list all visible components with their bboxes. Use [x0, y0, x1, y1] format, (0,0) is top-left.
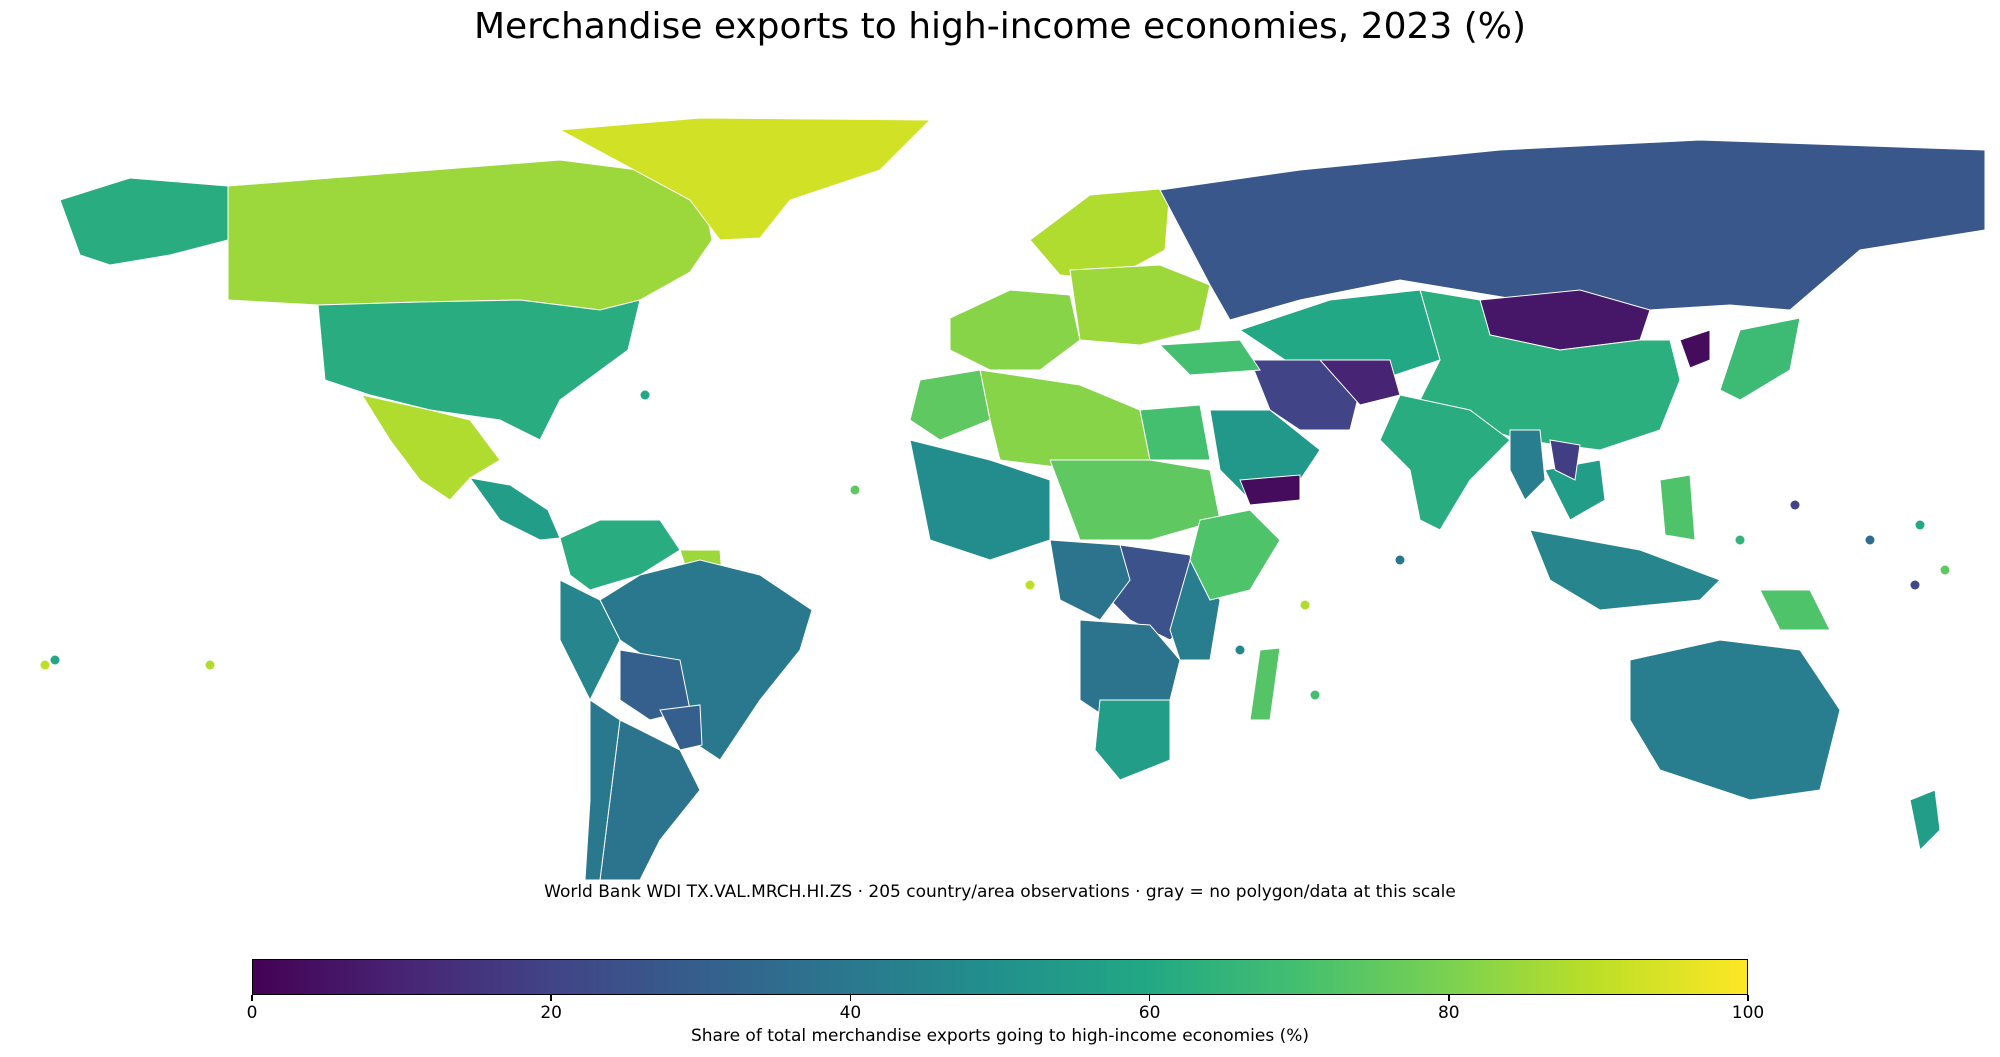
island-marker	[40, 660, 50, 670]
colorbar-tick	[1747, 995, 1749, 1001]
region-chile	[584, 699, 621, 881]
colorbar-tick-label: 40	[839, 1003, 862, 1023]
country-regions	[59, 117, 1986, 881]
region-laos	[1549, 439, 1581, 481]
region-north-korea	[1679, 329, 1711, 369]
region-ethiopia-somalia	[1189, 509, 1281, 601]
region-india	[1379, 394, 1511, 531]
region-madagascar	[1249, 647, 1281, 721]
colorbar-tick-label: 0	[246, 1003, 258, 1023]
region-united-states	[317, 299, 641, 441]
region-new-zealand	[1909, 789, 1941, 852]
map-title: Merchandise exports to high-income econo…	[473, 6, 1527, 47]
colorbar-label: Share of total merchandise exports going…	[690, 1026, 1310, 1046]
small-island-markers	[40, 390, 1950, 700]
island-marker	[1940, 565, 1950, 575]
island-marker	[205, 660, 215, 670]
region-yemen	[1239, 474, 1301, 506]
colorbar-tick-label: 20	[540, 1003, 562, 1023]
region-paraguay	[659, 704, 703, 751]
island-marker	[1865, 535, 1875, 545]
region-morocco	[909, 369, 991, 441]
region-north-africa-algeria-libya-	[979, 369, 1151, 471]
region-colombia-venezuela	[559, 519, 681, 591]
region-central-america	[468, 477, 561, 541]
region-peru	[559, 579, 621, 702]
region-russia	[1159, 139, 1986, 321]
region-japan	[1719, 317, 1801, 401]
colorbar-tick	[550, 995, 552, 1001]
map-caption: World Bank WDI TX.VAL.MRCH.HI.ZS · 205 c…	[544, 882, 1456, 902]
island-marker	[50, 655, 60, 665]
island-marker	[850, 485, 860, 495]
colorbar-tick	[251, 995, 253, 1001]
region-central-europe	[1069, 264, 1211, 346]
colorbar	[252, 959, 1748, 995]
region-scandinavia	[1029, 187, 1171, 281]
region-egypt	[1139, 404, 1211, 461]
region-central-africa	[1049, 539, 1131, 621]
island-marker	[1910, 580, 1920, 590]
region-turkey	[1158, 339, 1261, 376]
region-chad-niger-sudan	[1049, 459, 1221, 541]
region-indonesia	[1529, 529, 1721, 611]
region-greenland	[558, 117, 932, 241]
region-australia	[1629, 639, 1841, 801]
island-marker	[1300, 600, 1310, 610]
region-myanmar	[1509, 429, 1546, 501]
colorbar-tick-label: 100	[1731, 1003, 1765, 1023]
region-philippines	[1659, 474, 1696, 541]
colorbar-tick-label: 60	[1138, 1003, 1161, 1023]
island-marker	[1395, 555, 1405, 565]
island-marker	[640, 390, 650, 400]
region-western-europe	[949, 289, 1081, 371]
colorbar-tick	[1148, 995, 1151, 1001]
region-canada	[227, 159, 713, 311]
colorbar-tick	[849, 995, 852, 1001]
colorbar-tick-label: 80	[1437, 1003, 1460, 1023]
island-marker	[1310, 690, 1320, 700]
region-south-africa	[1094, 699, 1171, 781]
island-marker	[1915, 520, 1925, 530]
island-marker	[1790, 500, 1800, 510]
island-marker	[1235, 645, 1245, 655]
colorbar-tick	[1448, 995, 1450, 1001]
island-marker	[1025, 580, 1035, 590]
region-thailand-vietnam	[1544, 459, 1606, 521]
world-map	[40, 117, 1986, 881]
region-papua-new-guinea	[1759, 589, 1831, 631]
region-alaska	[59, 177, 229, 266]
island-marker	[1735, 535, 1745, 545]
